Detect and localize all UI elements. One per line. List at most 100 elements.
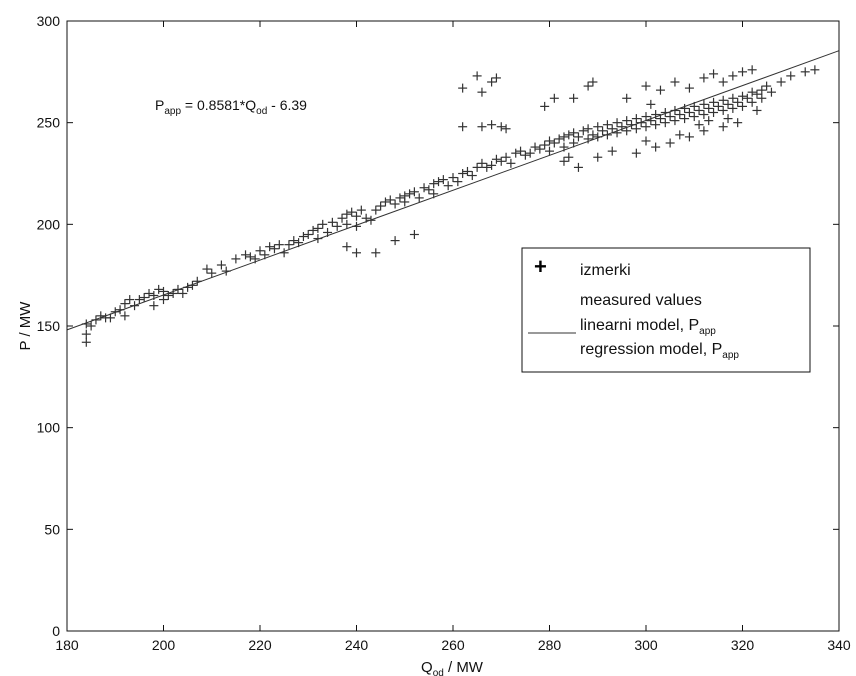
data-point	[786, 71, 796, 81]
data-point	[540, 101, 550, 111]
data-point	[762, 81, 772, 91]
data-point	[274, 240, 284, 250]
data-point	[733, 118, 743, 128]
data-point	[342, 242, 352, 252]
data-point	[675, 130, 685, 140]
data-point	[694, 120, 704, 130]
data-point	[738, 91, 747, 101]
data-point	[207, 268, 217, 278]
data-point	[684, 132, 694, 142]
data-point	[607, 124, 617, 134]
data-point	[269, 244, 279, 254]
data-point	[487, 120, 497, 130]
data-point	[352, 211, 361, 221]
data-point	[631, 124, 641, 134]
data-point	[651, 120, 661, 130]
data-point	[665, 112, 675, 122]
data-point	[216, 260, 226, 270]
data-point	[573, 132, 583, 142]
data-point	[376, 201, 386, 211]
data-point	[709, 97, 719, 107]
data-point	[766, 87, 776, 97]
data-point	[670, 116, 680, 126]
data-point	[414, 193, 424, 203]
data-point	[298, 232, 308, 242]
data-point	[752, 105, 762, 115]
data-point	[718, 105, 728, 115]
data-point	[699, 73, 709, 83]
data-point	[125, 295, 135, 305]
data-point	[487, 77, 497, 87]
data-point	[728, 103, 738, 113]
data-point	[680, 114, 690, 124]
data-point	[578, 126, 588, 136]
data-point	[313, 234, 323, 244]
data-point	[583, 81, 593, 91]
data-point	[429, 179, 439, 189]
data-point	[622, 116, 632, 126]
data-point	[178, 288, 188, 298]
data-point	[487, 160, 497, 170]
data-point	[545, 136, 554, 146]
data-point	[564, 130, 574, 140]
data-point	[477, 122, 487, 132]
data-point	[675, 110, 685, 120]
data-point	[651, 110, 661, 120]
data-point	[501, 152, 511, 162]
data-point	[168, 288, 178, 298]
data-point	[646, 116, 656, 126]
y-tick-label: 150	[37, 318, 61, 334]
data-point	[684, 108, 694, 117]
data-point	[462, 166, 472, 176]
data-point	[752, 89, 762, 99]
data-point	[231, 254, 241, 264]
data-point	[651, 142, 661, 152]
data-point	[559, 156, 569, 166]
y-tick-label: 200	[37, 216, 61, 232]
x-tick-label: 280	[538, 637, 562, 653]
x-tick-label: 200	[152, 637, 176, 653]
data-point	[424, 185, 434, 195]
y-tick-label: 250	[37, 115, 61, 131]
data-point	[159, 286, 168, 296]
data-point	[564, 152, 574, 162]
x-tick-label: 260	[441, 637, 465, 653]
data-point	[81, 337, 91, 347]
data-point	[684, 83, 694, 93]
data-point	[800, 67, 810, 77]
data-point	[284, 240, 294, 250]
data-point	[105, 313, 115, 323]
data-point	[385, 195, 395, 205]
x-tick-label: 180	[55, 637, 79, 653]
data-point	[81, 329, 91, 339]
data-point	[709, 69, 719, 79]
data-point	[491, 154, 501, 164]
data-point	[202, 264, 212, 274]
x-tick-label: 340	[827, 637, 851, 653]
data-point	[458, 83, 468, 93]
data-point	[516, 146, 526, 156]
x-tick-label: 220	[248, 637, 272, 653]
y-tick-label: 0	[52, 623, 60, 639]
data-point	[757, 85, 767, 95]
data-point	[86, 321, 96, 331]
data-point	[694, 105, 704, 115]
data-point	[308, 225, 318, 235]
x-axis-label-unit: / MW	[444, 659, 484, 676]
data-point	[612, 118, 622, 128]
x-axis-label-main: Q	[421, 659, 433, 676]
legend-marker-plus: +	[534, 254, 547, 279]
data-point	[545, 146, 554, 156]
data-point	[390, 236, 400, 246]
plot-frame	[66, 20, 840, 632]
data-point	[419, 183, 429, 193]
equation-lhs: P	[155, 97, 164, 113]
data-point	[810, 65, 820, 75]
data-point	[655, 85, 665, 95]
data-point	[144, 288, 154, 298]
data-point	[530, 142, 540, 152]
data-point	[525, 148, 535, 158]
data-point	[738, 67, 747, 77]
data-point	[265, 242, 275, 252]
